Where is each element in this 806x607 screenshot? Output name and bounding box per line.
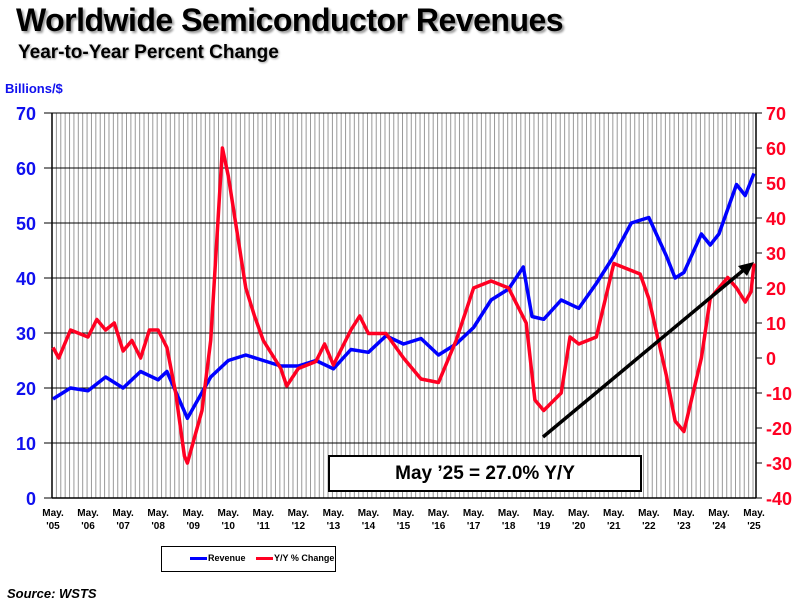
chart-title: Worldwide Semiconductor Revenues xyxy=(16,2,564,38)
x-tick-label: '10 xyxy=(221,521,235,532)
legend: Revenue Y/Y % Change xyxy=(161,546,336,572)
legend-item-revenue: Revenue xyxy=(190,553,246,563)
x-tick-label: '07 xyxy=(116,521,130,532)
chart-subtitle: Year-to-Year Percent Change xyxy=(18,42,279,63)
x-tick-label: '20 xyxy=(572,521,586,532)
x-tick-label: May. xyxy=(42,508,64,519)
x-tick-label: May. xyxy=(498,508,520,519)
x-tick-label: '08 xyxy=(151,521,165,532)
x-tick-label: May. xyxy=(393,508,415,519)
x-tick-label: May. xyxy=(743,508,765,519)
left-tick-label: 20 xyxy=(16,379,36,399)
x-tick-label: May. xyxy=(182,508,204,519)
x-tick-label: May. xyxy=(603,508,625,519)
x-tick-label: May. xyxy=(428,508,450,519)
yoy-change-line xyxy=(51,146,756,465)
x-tick-label: '24 xyxy=(712,521,726,532)
x-tick-label: May. xyxy=(638,508,660,519)
right-tick-label: 30 xyxy=(766,244,786,264)
legend-swatch-yoy xyxy=(256,556,273,560)
trend-arrow-head xyxy=(738,262,754,276)
right-tick-label: -30 xyxy=(766,454,792,474)
x-tick-label: '11 xyxy=(257,521,270,532)
x-tick-label: '19 xyxy=(537,521,551,532)
x-tick-label: '12 xyxy=(292,521,306,532)
x-tick-label: '17 xyxy=(467,521,481,532)
right-tick-label: 40 xyxy=(766,209,786,229)
x-tick-label: '25 xyxy=(747,521,761,532)
legend-label-yoy: Y/Y % Change xyxy=(274,553,335,563)
x-tick-label: '22 xyxy=(642,521,656,532)
right-tick-label: 60 xyxy=(766,139,786,159)
right-tick-label: 50 xyxy=(766,174,786,194)
x-tick-label: May. xyxy=(288,508,310,519)
right-tick-label: 70 xyxy=(766,104,786,124)
x-tick-label: May. xyxy=(568,508,590,519)
left-tick-label: 0 xyxy=(26,489,36,509)
x-tick-label: May. xyxy=(323,508,345,519)
right-tick-label: -10 xyxy=(766,384,792,404)
left-tick-label: 30 xyxy=(16,324,36,344)
legend-swatch-revenue xyxy=(190,556,207,560)
x-tick-label: '09 xyxy=(186,521,200,532)
legend-item-yoy: Y/Y % Change xyxy=(256,553,334,563)
x-tick-label: '15 xyxy=(397,521,411,532)
x-tick-label: May. xyxy=(358,508,380,519)
x-tick-label: May. xyxy=(533,508,555,519)
right-tick-label: -40 xyxy=(766,489,792,509)
legend-label-revenue: Revenue xyxy=(208,553,246,563)
x-tick-label: May. xyxy=(253,508,275,519)
x-tick-label: '16 xyxy=(432,521,446,532)
x-tick-label: '14 xyxy=(362,521,376,532)
right-tick-label: 20 xyxy=(766,279,786,299)
x-tick-label: '05 xyxy=(46,521,60,532)
right-tick-label: 10 xyxy=(766,314,786,334)
source-note: Source: WSTS xyxy=(7,586,97,601)
x-tick-label: '23 xyxy=(677,521,691,532)
left-tick-label: 70 xyxy=(16,104,36,124)
left-axis-label: Billions/$ xyxy=(5,81,63,96)
x-tick-label: May. xyxy=(77,508,99,519)
x-tick-label: May. xyxy=(147,508,169,519)
left-tick-label: 40 xyxy=(16,269,36,289)
x-tick-label: '06 xyxy=(81,521,95,532)
x-tick-label: May. xyxy=(218,508,240,519)
x-tick-label: May. xyxy=(708,508,730,519)
x-tick-label: '13 xyxy=(327,521,341,532)
left-tick-label: 10 xyxy=(16,434,36,454)
trend-arrow xyxy=(541,266,748,439)
x-tick-label: '18 xyxy=(502,521,516,532)
right-tick-label: -20 xyxy=(766,419,792,439)
x-tick-label: May. xyxy=(673,508,695,519)
left-tick-label: 60 xyxy=(16,159,36,179)
left-tick-label: 50 xyxy=(16,214,36,234)
right-tick-label: 0 xyxy=(766,349,776,369)
annotation-box: May ’25 = 27.0% Y/Y xyxy=(328,455,642,492)
x-tick-label: '21 xyxy=(607,521,621,532)
x-tick-label: May. xyxy=(463,508,485,519)
x-tick-label: May. xyxy=(112,508,134,519)
